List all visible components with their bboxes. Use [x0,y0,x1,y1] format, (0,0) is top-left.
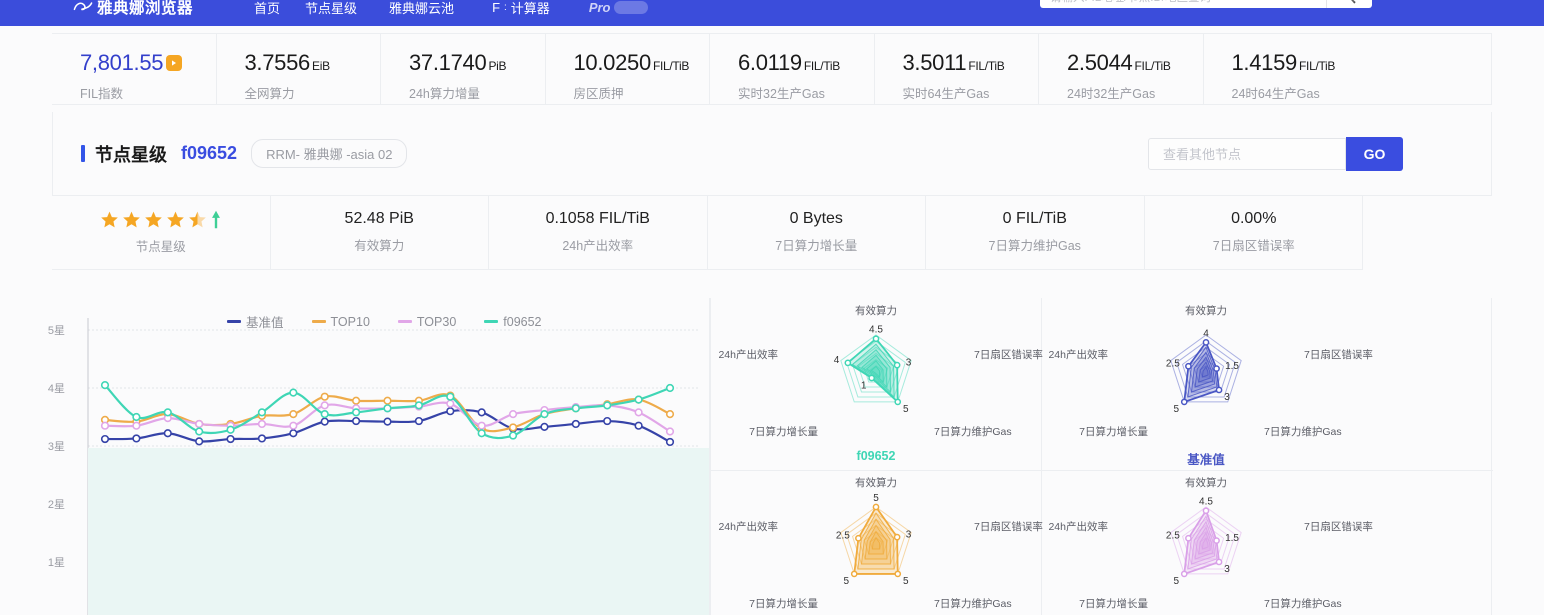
svg-text:5: 5 [1173,404,1179,415]
svg-text:7日扇区错误率: 7日扇区错误率 [1304,348,1373,361]
svg-text:7日扇区错误率: 7日扇区错误率 [1304,520,1373,533]
svg-text:3: 3 [1224,564,1230,575]
svg-text:24h产出效率: 24h产出效率 [718,520,778,533]
svg-text:7日扇区错误率: 7日扇区错误率 [974,520,1043,533]
svg-text:7日算力维护Gas: 7日算力维护Gas [934,597,1012,610]
svg-text:4.5: 4.5 [869,325,883,336]
svg-text:3: 3 [906,357,912,368]
svg-text:24h产出效率: 24h产出效率 [718,348,778,361]
svg-text:5: 5 [903,404,909,415]
svg-text:有效算力: 有效算力 [855,304,897,317]
svg-text:4: 4 [1203,328,1209,339]
svg-text:有效算力: 有效算力 [1185,476,1227,489]
svg-text:2星: 2星 [48,498,65,511]
svg-text:1.5: 1.5 [1225,532,1239,543]
svg-text:有效算力: 有效算力 [855,476,897,489]
svg-text:7日算力增长量: 7日算力增长量 [749,597,818,610]
svg-text:7日扇区错误率: 7日扇区错误率 [974,348,1043,361]
svg-text:1: 1 [861,380,867,391]
svg-text:2.5: 2.5 [836,530,850,541]
svg-text:5: 5 [903,576,909,587]
svg-text:2.5: 2.5 [1166,359,1180,370]
svg-text:7日算力维护Gas: 7日算力维护Gas [934,425,1012,438]
svg-text:4: 4 [834,355,840,366]
svg-text:1星: 1星 [48,556,65,569]
svg-text:4星: 4星 [48,382,65,395]
svg-text:2.5: 2.5 [1166,530,1180,541]
svg-text:7日算力增长量: 7日算力增长量 [1079,597,1148,610]
svg-text:3: 3 [1224,392,1230,403]
svg-text:有效算力: 有效算力 [1185,304,1227,317]
svg-text:5: 5 [843,576,849,587]
svg-text:3星: 3星 [48,440,65,453]
svg-text:7日算力增长量: 7日算力增长量 [1079,425,1148,438]
svg-text:7日算力维护Gas: 7日算力维护Gas [1264,597,1342,610]
svg-text:5星: 5星 [48,324,65,337]
svg-text:5: 5 [873,493,879,504]
svg-text:7日算力增长量: 7日算力增长量 [749,425,818,438]
svg-text:24h产出效率: 24h产出效率 [1048,520,1108,533]
svg-text:1.5: 1.5 [1225,361,1239,372]
svg-text:7日算力维护Gas: 7日算力维护Gas [1264,425,1342,438]
svg-text:4.5: 4.5 [1199,496,1213,507]
svg-text:24h产出效率: 24h产出效率 [1048,348,1108,361]
svg-text:5: 5 [1173,576,1179,587]
svg-text:3: 3 [906,529,912,540]
